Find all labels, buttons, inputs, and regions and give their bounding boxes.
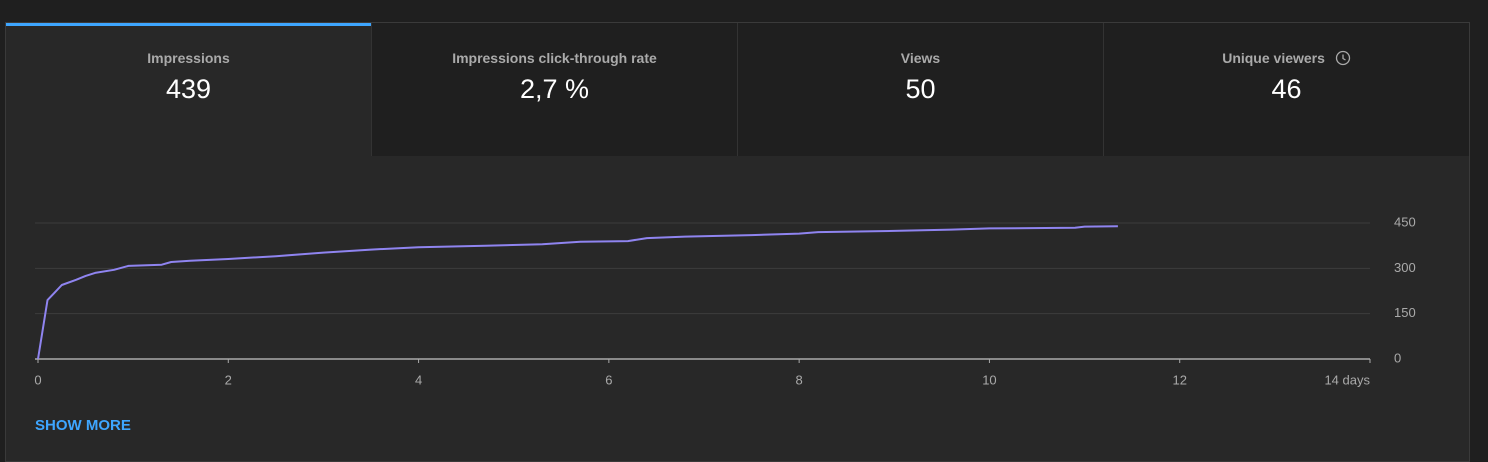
x-tick-label: 2	[225, 372, 232, 387]
x-tick-label: 4	[415, 372, 422, 387]
tab-value: 439	[165, 74, 212, 104]
tab-value: 2,7 %	[519, 74, 590, 104]
y-tick-label: 0	[1394, 350, 1401, 365]
tab-label-text: Unique viewers	[1222, 50, 1325, 66]
x-tick-label: 6	[605, 372, 612, 387]
x-tick-label: 10	[982, 372, 996, 387]
x-tick-label: 14 days	[1324, 372, 1370, 387]
clock-icon[interactable]	[1335, 50, 1351, 66]
page: Impressions 439 Impressions click-through…	[5, 22, 1470, 462]
data-line	[37, 225, 1118, 360]
tab-label: Unique viewers	[1104, 50, 1469, 66]
tab-label: Views	[900, 50, 941, 66]
x-tick-label: 8	[796, 372, 803, 387]
y-tick-label: 450	[1394, 214, 1416, 229]
metric-tab[interactable]: Impressions 439	[6, 23, 371, 156]
show-more-button[interactable]: SHOW MORE	[35, 417, 131, 434]
metric-tab[interactable]: Unique viewers 46	[1103, 23, 1469, 156]
analytics-panel: Impressions 439 Impressions click-through…	[5, 22, 1470, 462]
tab-value: 50	[905, 74, 936, 104]
tab-label: Impressions	[147, 50, 230, 66]
tab-label: Impressions click-through rate	[452, 50, 657, 66]
chart: 0 150 300 450 0 2 4 6 8 10 12 14 days	[34, 214, 1416, 387]
tab-value: 46	[1271, 74, 1302, 104]
y-tick-label: 300	[1394, 260, 1416, 275]
x-tick-label: 0	[34, 372, 41, 387]
x-tick-label: 12	[1172, 372, 1186, 387]
metric-tabs: Impressions 439 Impressions click-through…	[6, 23, 1469, 156]
y-tick-label: 150	[1394, 305, 1416, 320]
metric-tab[interactable]: Views 50	[737, 23, 1103, 156]
metric-tab[interactable]: Impressions click-through rate 2,7 %	[371, 23, 737, 156]
